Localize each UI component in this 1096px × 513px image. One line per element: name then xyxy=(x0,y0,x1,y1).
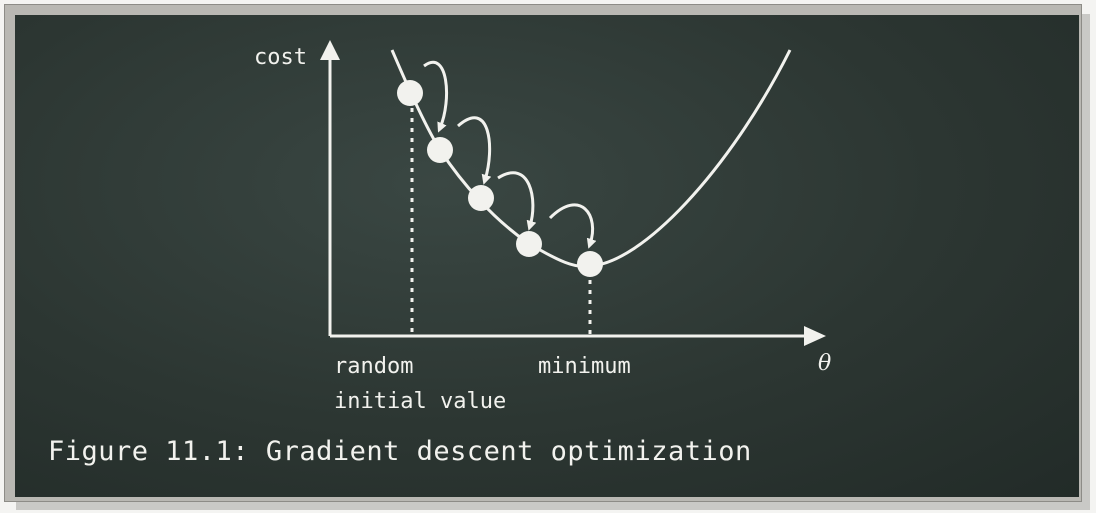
step-arrow-1 xyxy=(423,61,449,133)
start-label-line1: random xyxy=(334,354,413,379)
x-axis-label: θ xyxy=(818,351,831,376)
chalkboard xyxy=(15,15,1079,497)
step-arrow-4 xyxy=(548,203,597,249)
figure-caption: Figure 11.1: Gradient descent optimizati… xyxy=(48,436,752,467)
start-label-line2: initial value xyxy=(334,389,506,414)
step-point-2 xyxy=(427,137,453,163)
step-arrow-2 xyxy=(457,116,492,185)
minimum-point xyxy=(577,251,603,277)
x-axis-arrow xyxy=(804,326,826,346)
step-point-1 xyxy=(397,80,423,106)
step-point-4 xyxy=(516,231,542,257)
step-arrow-3 xyxy=(497,171,537,231)
y-axis-arrow xyxy=(320,40,340,60)
minimum-label: minimum xyxy=(538,354,631,379)
step-point-3 xyxy=(468,185,494,211)
y-axis-label: cost xyxy=(254,45,307,70)
